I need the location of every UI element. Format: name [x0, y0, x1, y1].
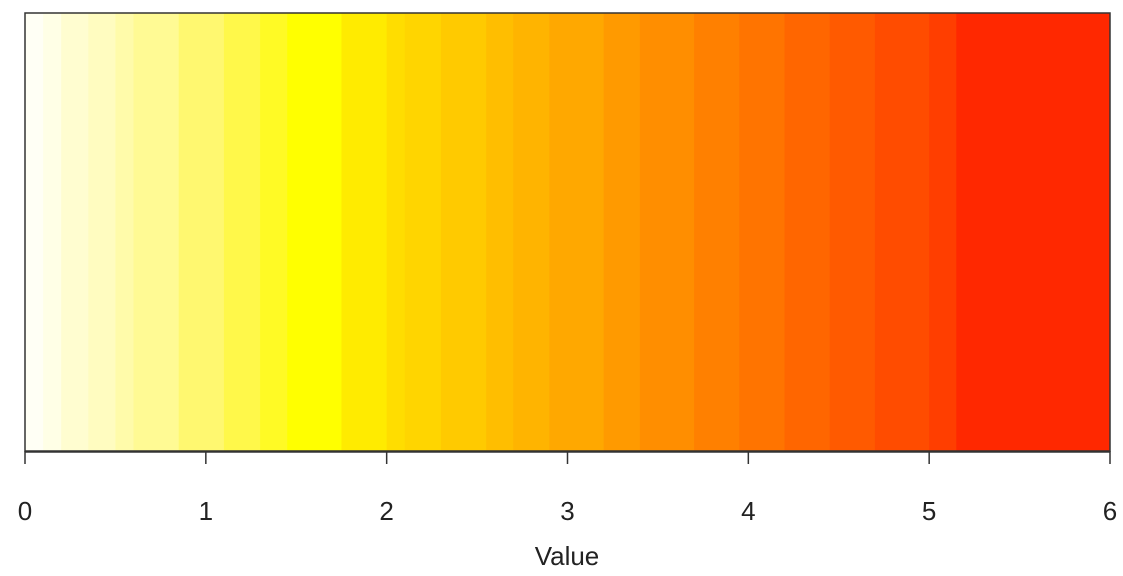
color-band [404, 13, 442, 451]
x-tick-label: 0 [18, 496, 32, 526]
color-band [639, 13, 695, 451]
color-band [929, 13, 957, 451]
color-band [549, 13, 605, 451]
color-band [739, 13, 785, 451]
color-band [829, 13, 876, 451]
color-band [43, 13, 62, 451]
color-band [88, 13, 116, 451]
color-band [694, 13, 740, 451]
color-band [603, 13, 641, 451]
x-tick-label: 4 [741, 496, 755, 526]
color-band [115, 13, 134, 451]
color-band [260, 13, 288, 451]
color-band [513, 13, 550, 451]
x-tick-label: 3 [560, 496, 574, 526]
x-tick-label: 2 [379, 496, 393, 526]
x-axis-label: Value [535, 541, 600, 571]
x-tick-label: 6 [1103, 496, 1117, 526]
color-band [25, 13, 44, 451]
color-band [133, 13, 180, 451]
color-band [61, 13, 89, 451]
color-band [386, 13, 406, 451]
color-band [223, 13, 261, 451]
x-tick-label: 1 [199, 496, 213, 526]
x-tick-label: 5 [922, 496, 936, 526]
color-band [178, 13, 225, 451]
color-band [440, 13, 487, 451]
color-band [341, 13, 388, 451]
color-band [874, 13, 930, 451]
color-band [486, 13, 514, 451]
color-band [287, 13, 342, 451]
color-band [784, 13, 831, 451]
color-band [956, 13, 1111, 451]
